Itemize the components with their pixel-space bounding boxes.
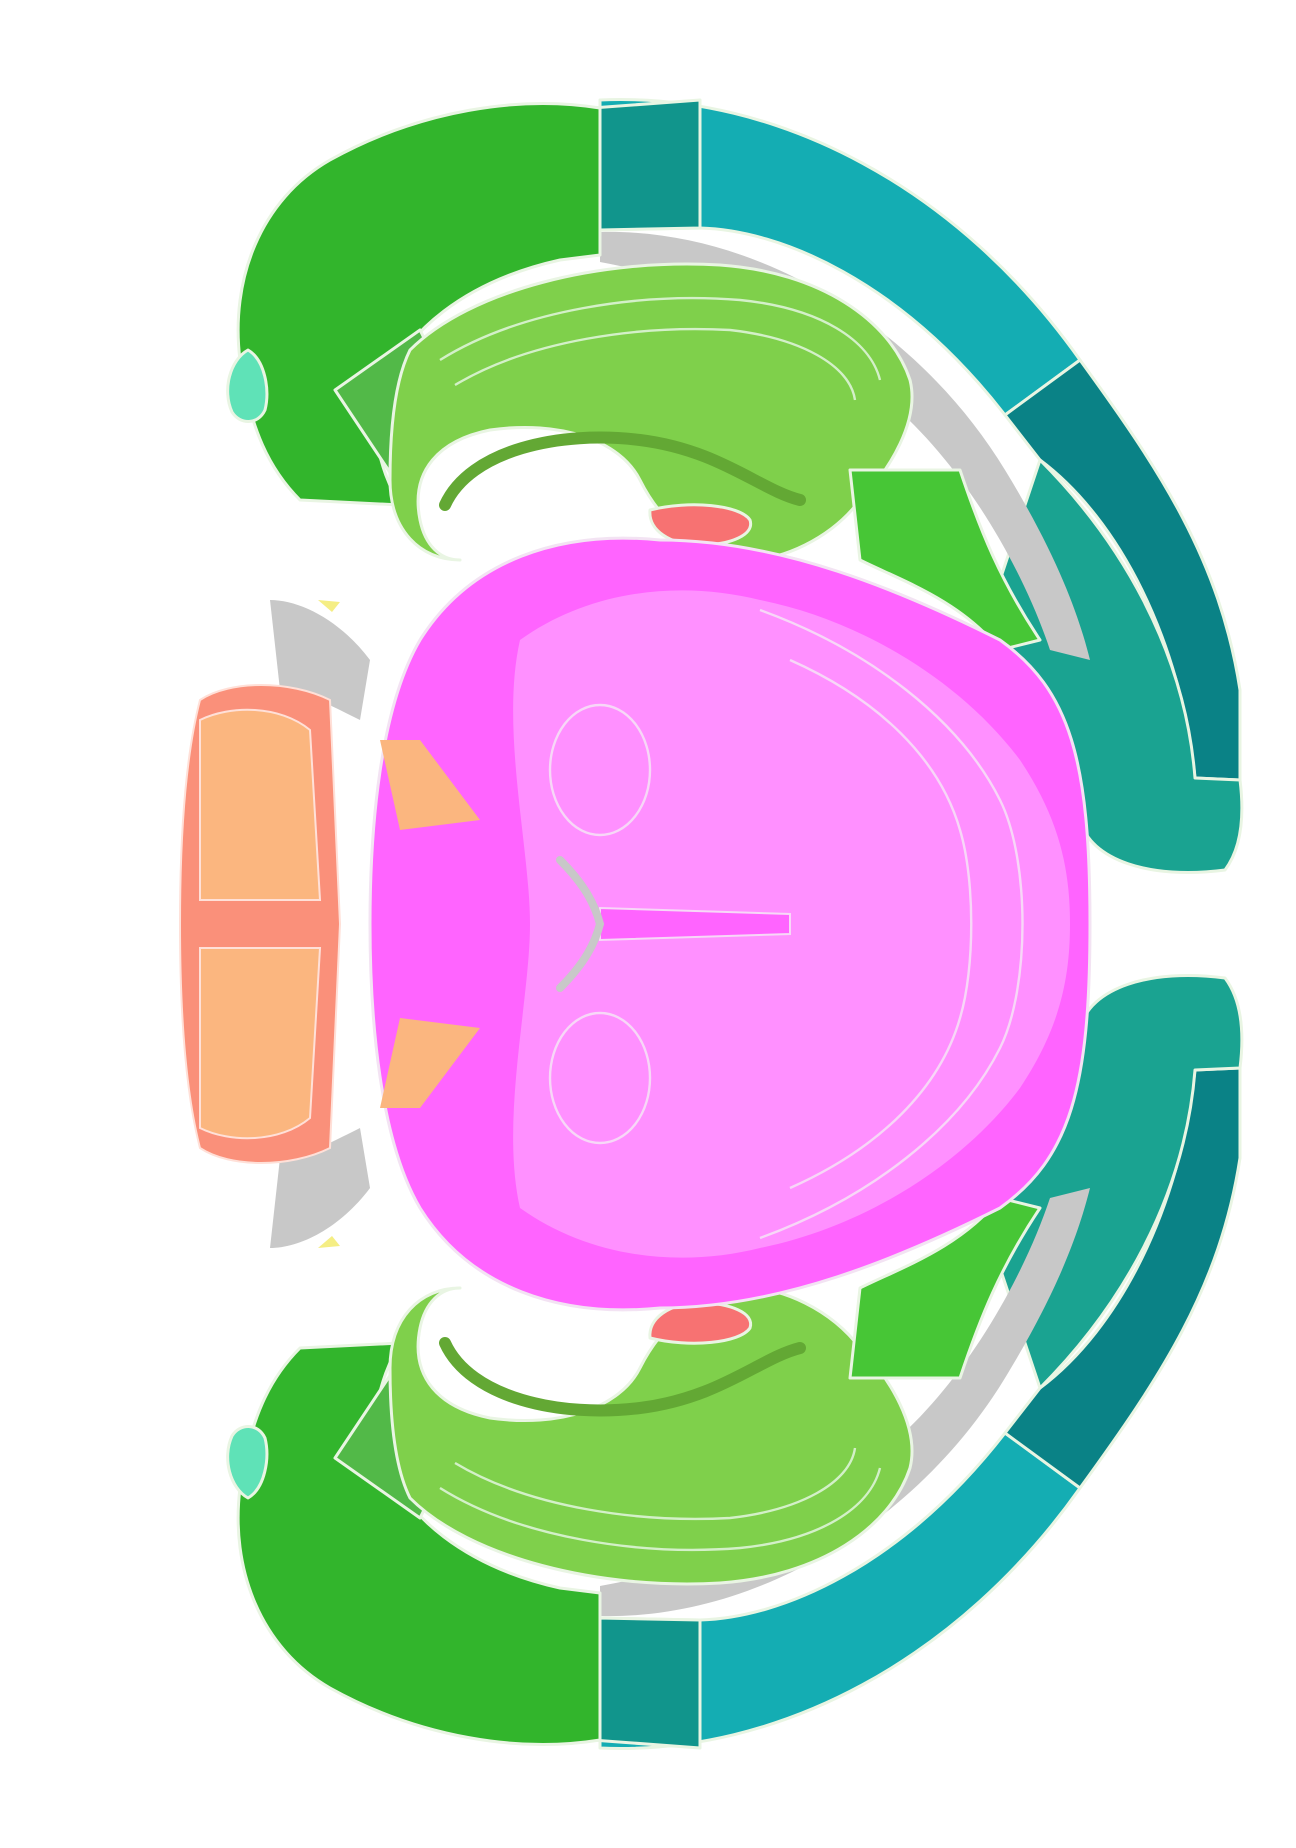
- yellow-nucleus-top: [318, 600, 340, 612]
- cerebellum-wedge-bottom: [380, 1018, 480, 1108]
- olfactory-tubercle-mirror: [226, 1425, 269, 1500]
- midbrain-hindbrain: [368, 536, 1092, 1312]
- olfactory-tubercle: [226, 348, 269, 423]
- midbrain-inner: [513, 590, 1070, 1258]
- hippocampus-layer-1: [439, 296, 882, 381]
- subiculum-region: [848, 468, 1042, 652]
- cerebellum-group: [178, 600, 480, 1248]
- hippocampus-layer-2: [454, 327, 857, 401]
- hippocampus-inner-band-mirror: [439, 1337, 806, 1417]
- yellow-nucleus-bottom: [318, 1236, 340, 1248]
- cerebellum-lobe-top: [199, 708, 322, 901]
- fiber-tract-center: [556, 856, 605, 992]
- retrosplenial-region-mirror: [590, 1616, 702, 1750]
- colliculus-top: [548, 703, 652, 837]
- hippocampus-inner-band: [439, 431, 806, 511]
- hippocampus-layer-1-mirror: [439, 1467, 882, 1552]
- midbrain-contour-1: [759, 608, 1024, 1240]
- colliculus-bottom: [548, 1011, 652, 1145]
- cerebral-aqueduct: [599, 906, 791, 942]
- top-hemisphere: [226, 98, 1244, 874]
- subiculum-region-mirror: [848, 1196, 1042, 1380]
- cerebellum-wedge-top: [380, 740, 480, 830]
- bottom-hemisphere: [226, 974, 1244, 1750]
- retrosplenial-region: [590, 98, 702, 232]
- red-nucleus-top: [648, 503, 753, 547]
- red-nucleus-bottom: [648, 1301, 753, 1345]
- hippocampus-layer-2-mirror: [454, 1447, 857, 1521]
- midbrain-contour-2: [789, 658, 973, 1190]
- cerebellum-lobe-bottom: [199, 947, 322, 1140]
